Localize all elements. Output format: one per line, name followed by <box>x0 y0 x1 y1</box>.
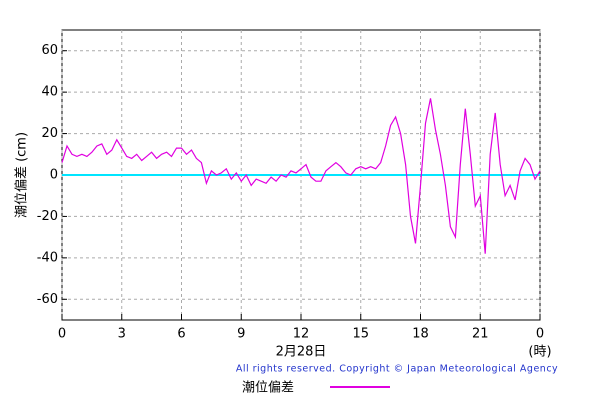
x-unit: (時) <box>528 345 551 360</box>
y-tick-label: 0 <box>50 168 58 183</box>
y-tick-label: -40 <box>37 250 58 265</box>
x-tick-label: 12 <box>293 327 310 342</box>
y-tick-label: -60 <box>37 292 58 307</box>
x-axis-label: 2月28日 <box>276 345 327 360</box>
y-tick-label: 60 <box>41 43 58 58</box>
y-tick-label: 20 <box>41 126 58 141</box>
x-tick-label: 0 <box>536 327 544 342</box>
x-tick-label: 18 <box>412 327 429 342</box>
legend-label: 潮位偏差 <box>242 381 294 396</box>
x-tick-label: 3 <box>118 327 126 342</box>
y-axis-label: 潮位偏差 (cm) <box>15 132 30 218</box>
x-tick-label: 21 <box>472 327 489 342</box>
y-tick-label: 40 <box>41 85 58 100</box>
y-tick-label: -20 <box>37 209 58 224</box>
series-line <box>61 98 541 254</box>
x-tick-label: 9 <box>237 327 245 342</box>
x-tick-label: 6 <box>177 327 185 342</box>
x-tick-label: 15 <box>352 327 369 342</box>
copyright: All rights reserved. Copyright © Japan M… <box>236 364 558 375</box>
x-tick-label: 0 <box>58 327 66 342</box>
